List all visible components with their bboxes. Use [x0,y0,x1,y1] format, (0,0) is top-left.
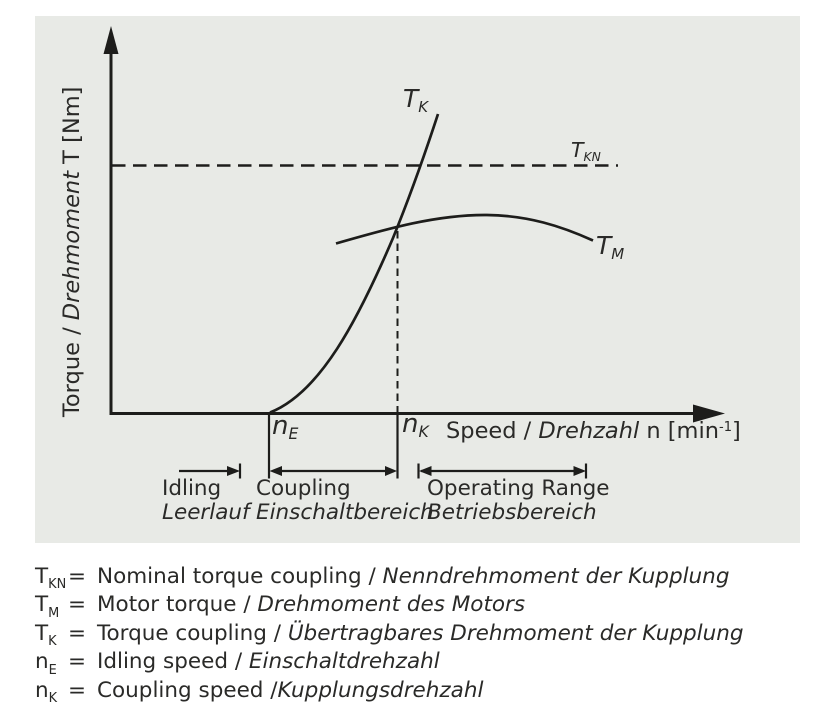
range-label-operating: Operating Range Betriebsbereich [427,477,609,524]
ne-symbol: n [272,411,289,441]
legend-desc-de: Nenndrehmoment der Kupplung [382,564,730,589]
range-label-idling: Idling Leerlauf [162,477,250,524]
tk-subscript: K [418,97,429,116]
legend-sym-sub: K [48,634,57,650]
legend-symbol: TM [35,592,68,620]
legend-row-tk: TK = Torque coupling / Übertragbares Dre… [35,621,744,649]
x-axis-arrowhead [693,404,725,423]
legend-sym-sub: K [48,690,58,706]
legend-symbol: nE [35,649,68,677]
legend-desc-en: Coupling speed / [97,677,278,703]
operating-right-arrowhead [573,466,586,476]
legend-description: Motor torque / Drehmoment des Motors [97,592,525,617]
coupling-right-arrowhead [385,466,397,476]
tkn-subscript: KN [583,149,601,164]
legend-row-tkn: TKN = Nominal torque coupling / Nenndreh… [35,564,744,592]
legend-description: Torque coupling / Übertragbares Drehmome… [97,621,744,646]
legend-sym-main: n [35,677,49,703]
legend-description: Idling speed / Einschaltdrehzahl [97,649,440,674]
legend-desc-de: Kupplungsdrehzahl [277,677,484,703]
equals-sign: = [68,564,87,589]
legend-sym-main: T [35,564,49,589]
x-axis-label-unit: n [min [639,418,719,444]
range-label-coupling: Coupling Einschaltbereich [256,477,434,524]
legend-description: Nominal torque coupling / Nenndrehmoment… [97,564,729,589]
y-axis-arrowhead [103,26,119,54]
legend-sym-main: n [35,649,49,675]
legend-symbol: TK [35,620,68,650]
tk-curve-label: TK [403,84,429,116]
legend-description: Coupling speed /Kupplungsdrehzahl [97,678,483,703]
nk-subscript: K [418,422,429,441]
legend-desc-en: Idling speed / [97,649,249,675]
legend-row-ne: nE = Idling speed / Einschaltdrehzahl [35,649,744,677]
legend-sym-sub: E [48,662,57,678]
nk-marker-label: nK [402,409,429,441]
legend-row-tm: TM = Motor torque / Drehmoment des Motor… [35,592,744,620]
nk-symbol: n [402,409,419,439]
x-axis-label-exponent: -1 [719,420,733,436]
legend: TKN = Nominal torque coupling / Nenndreh… [35,564,744,706]
ne-subscript: E [288,424,299,443]
tm-curve [335,213,594,245]
tkn-line-label: TKN [571,138,601,164]
x-axis-label: Speed / Drehzahl n [min-1] [446,419,741,444]
tkn-symbol: T [571,138,584,162]
legend-sym-sub: M [48,605,60,621]
legend-desc-en: Torque coupling / [97,620,288,646]
legend-desc-en: Nominal torque coupling / [97,564,383,589]
equals-sign: = [68,677,87,703]
y-axis-label-en: Torque / [59,320,85,417]
legend-symbol: TKN [35,564,68,593]
x-axis-label-en: Speed / [446,418,539,444]
legend-desc-de: Drehmoment des Motors [257,592,526,618]
legend-sym-main: T [35,620,49,646]
y-axis-label-unit: T [Nm] [59,86,85,171]
chart-panel [35,16,800,543]
range-coupling-en: Coupling [256,476,351,501]
legend-sym-main: T [35,592,49,618]
tm-curve-label: TM [596,231,625,263]
legend-symbol: nK [35,677,68,706]
y-axis-label-de: Drehmoment [59,170,85,321]
x-axis-label-de: Drehzahl [538,418,640,444]
idling-arrowhead [227,466,240,476]
range-coupling-de: Einschaltbereich [256,499,434,525]
equals-sign: = [68,649,87,675]
equals-sign: = [68,592,87,618]
equals-sign: = [68,620,87,646]
tk-symbol: T [403,84,419,113]
range-operating-de: Betriebsbereich [427,499,597,525]
tm-symbol: T [596,231,612,260]
legend-desc-de: Einschaltdrehzahl [248,649,440,675]
tk-curve [269,113,440,414]
range-operating-en: Operating Range [427,476,610,501]
legend-row-nk: nK = Coupling speed /Kupplungsdrehzahl [35,678,744,706]
range-idling-en: Idling [162,476,222,501]
tm-subscript: M [611,244,625,263]
legend-sym-sub: KN [48,577,67,593]
operating-left-arrowhead [419,466,432,476]
range-idling-de: Leerlauf [162,499,250,525]
legend-desc-de: Übertragbares Drehmoment der Kupplung [287,620,744,646]
y-axis-label: Torque / Drehmoment T [Nm] [59,85,91,417]
ne-marker-label: nE [272,411,299,443]
legend-desc-en: Motor torque / [97,592,258,618]
coupling-left-arrowhead [269,466,282,476]
x-axis-label-unit-close: ] [732,418,741,444]
